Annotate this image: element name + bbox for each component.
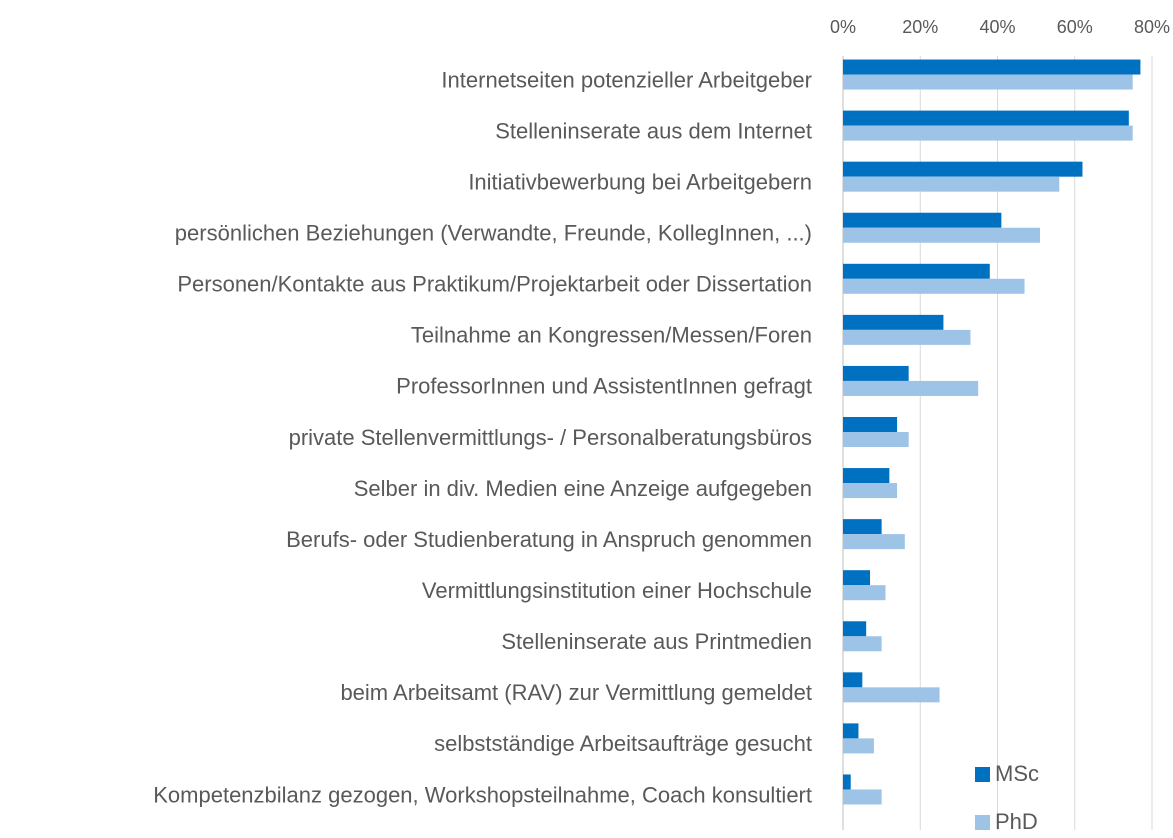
legend-swatch <box>975 815 990 830</box>
bar <box>843 278 1025 294</box>
bar <box>843 227 1040 243</box>
y-tick-label: Kompetenzbilanz gezogen, Workshopsteilna… <box>153 782 812 807</box>
bar <box>843 468 890 484</box>
bar <box>843 380 979 396</box>
bar <box>843 176 1060 192</box>
bar <box>843 789 882 805</box>
y-tick-label: ProfessorInnen und AssistentInnen gefrag… <box>396 374 812 399</box>
y-tick-label: Teilnahme an Kongressen/Messen/Foren <box>411 323 812 348</box>
bar <box>843 672 863 688</box>
y-tick-label: Stelleninserate aus dem Internet <box>495 118 812 143</box>
y-tick-label: selbstständige Arbeitsaufträge gesucht <box>434 731 812 756</box>
y-tick-label: persönlichen Beziehungen (Verwandte, Fre… <box>175 221 812 246</box>
bar <box>843 570 871 586</box>
y-tick-label: beim Arbeitsamt (RAV) zur Vermittlung ge… <box>340 680 812 705</box>
legend-label: MSc <box>995 761 1039 786</box>
bar <box>843 738 874 754</box>
bar <box>843 110 1129 126</box>
bar <box>843 723 859 739</box>
bar <box>843 212 1002 228</box>
bar <box>843 314 944 330</box>
y-tick-label: Stelleninserate aus Printmedien <box>501 629 812 654</box>
y-tick-label: private Stellenvermittlungs- / Personalb… <box>289 425 812 450</box>
x-tick-label: 40% <box>979 17 1015 37</box>
bar <box>843 74 1133 90</box>
y-tick-label: Personen/Kontakte aus Praktikum/Projekta… <box>177 272 812 297</box>
y-tick-label: Internetseiten potenzieller Arbeitgeber <box>441 67 812 92</box>
bar <box>843 687 940 703</box>
bar <box>843 534 905 550</box>
bar <box>843 483 898 499</box>
bar <box>843 636 882 652</box>
y-tick-label: Initiativbewerbung bei Arbeitgebern <box>468 169 812 194</box>
x-tick-label: 60% <box>1057 17 1093 37</box>
y-tick-label: Vermittlungsinstitution einer Hochschule <box>422 578 812 603</box>
x-tick-label: 80% <box>1134 17 1170 37</box>
bar <box>843 621 867 637</box>
x-tick-label: 20% <box>902 17 938 37</box>
y-tick-label: Berufs- oder Studienberatung in Anspruch… <box>286 527 812 552</box>
bar <box>843 365 909 381</box>
bar <box>843 161 1083 177</box>
bar <box>843 417 898 432</box>
bar <box>843 774 851 790</box>
legend-label: PhD <box>995 809 1038 834</box>
bar <box>843 519 882 535</box>
bar <box>843 432 909 447</box>
bar <box>843 59 1141 75</box>
bar <box>843 125 1133 141</box>
legend-swatch <box>975 767 990 782</box>
x-tick-label: 0% <box>830 17 856 37</box>
bar <box>843 263 990 279</box>
bar <box>843 585 886 601</box>
y-tick-label: Selber in div. Medien eine Anzeige aufge… <box>354 476 812 501</box>
bar <box>843 329 971 345</box>
